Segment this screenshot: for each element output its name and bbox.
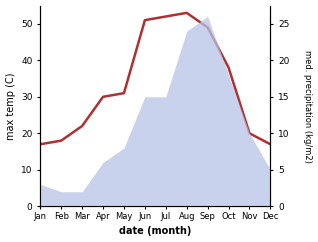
Y-axis label: med. precipitation (kg/m2): med. precipitation (kg/m2)	[303, 50, 313, 162]
X-axis label: date (month): date (month)	[119, 227, 191, 236]
Y-axis label: max temp (C): max temp (C)	[5, 72, 16, 140]
